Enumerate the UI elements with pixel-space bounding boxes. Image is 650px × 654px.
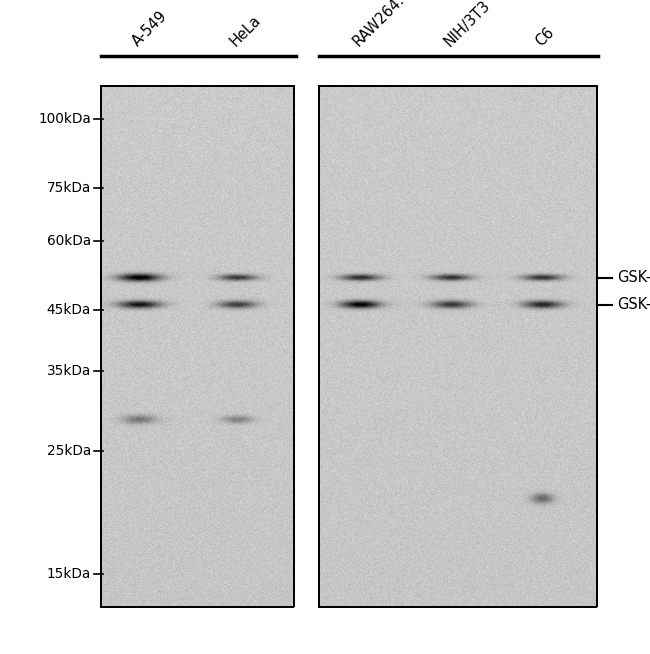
- Text: HeLa: HeLa: [227, 12, 263, 49]
- Text: GSK-3α/β: GSK-3α/β: [618, 270, 650, 285]
- Text: C6: C6: [532, 25, 556, 49]
- Text: 45kDa: 45kDa: [47, 303, 91, 317]
- Text: GSK-3α/β: GSK-3α/β: [618, 298, 650, 313]
- Text: 75kDa: 75kDa: [47, 181, 91, 195]
- Text: NIH/3T3: NIH/3T3: [441, 0, 493, 49]
- Text: 100kDa: 100kDa: [38, 112, 91, 126]
- Text: A-549: A-549: [129, 9, 170, 49]
- Text: 15kDa: 15kDa: [47, 567, 91, 581]
- Text: RAW264.7: RAW264.7: [350, 0, 414, 49]
- Text: 25kDa: 25kDa: [47, 444, 91, 458]
- Text: 35kDa: 35kDa: [47, 364, 91, 377]
- Text: 60kDa: 60kDa: [47, 234, 91, 248]
